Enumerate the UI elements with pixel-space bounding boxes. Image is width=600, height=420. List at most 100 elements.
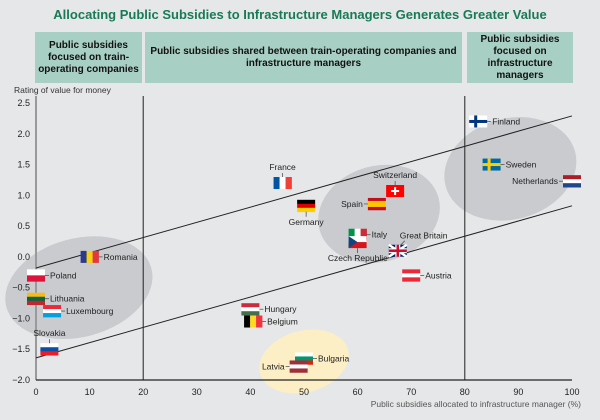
flag-stripe bbox=[40, 343, 59, 348]
flag-switzerland bbox=[386, 185, 405, 198]
y-axis-label: Rating of value for money bbox=[14, 85, 112, 95]
point-label: Switzerland bbox=[373, 170, 417, 180]
flag-stripe bbox=[43, 309, 62, 314]
flag-stripe bbox=[563, 175, 581, 180]
x-axis-label: Public subsidies allocated to infrastruc… bbox=[371, 399, 581, 409]
flag-stripe bbox=[295, 352, 313, 357]
y-tick-label: −1.5 bbox=[12, 344, 30, 354]
flag-stripe bbox=[367, 197, 386, 202]
flag-france bbox=[273, 177, 292, 190]
header-infrastructure: Public subsidies focused on infrastructu… bbox=[467, 32, 573, 83]
point-label: Latvia bbox=[262, 361, 285, 371]
point-label: Bulgaria bbox=[318, 353, 349, 363]
flag-stripe bbox=[348, 242, 367, 249]
flag-finland bbox=[469, 115, 488, 128]
point-label: Netherlands bbox=[512, 176, 558, 186]
flag-luxembourg bbox=[43, 305, 62, 318]
flag-romania bbox=[80, 250, 99, 263]
point-label: Sweden bbox=[506, 160, 537, 170]
y-tick-label: −0.5 bbox=[12, 283, 30, 293]
flag-stripe bbox=[295, 356, 313, 361]
x-tick-label: 20 bbox=[138, 387, 148, 397]
flag-stripe bbox=[563, 183, 581, 188]
flag-triangle bbox=[348, 236, 358, 249]
flag-lithuania bbox=[27, 292, 45, 306]
flag-stripe bbox=[402, 269, 421, 274]
label-leader bbox=[400, 240, 406, 245]
point-label: Poland bbox=[50, 270, 77, 280]
flag-czech-republic bbox=[348, 236, 367, 249]
y-tick-label: −2.0 bbox=[12, 375, 30, 385]
flag-stripe bbox=[402, 277, 421, 282]
x-tick-label: 0 bbox=[33, 387, 38, 397]
point-label: Great Britain bbox=[400, 231, 448, 241]
x-tick-label: 70 bbox=[406, 387, 416, 397]
point-label: Romania bbox=[104, 252, 138, 262]
x-tick-label: 90 bbox=[513, 387, 523, 397]
flag-stripe bbox=[80, 250, 87, 263]
flag-stripe bbox=[297, 203, 316, 209]
flag-stripe bbox=[86, 250, 93, 263]
flag-slovakia bbox=[40, 343, 59, 356]
flag-germany bbox=[297, 199, 316, 213]
y-tick-label: 0.5 bbox=[17, 221, 30, 231]
cluster-ellipse bbox=[5, 236, 153, 340]
flag-stripe bbox=[367, 200, 386, 205]
band-line bbox=[35, 205, 573, 359]
x-tick-label: 30 bbox=[192, 387, 202, 397]
point-label: Czech Republic bbox=[328, 253, 388, 263]
flag-stripe bbox=[241, 303, 260, 308]
flag-netherlands bbox=[563, 175, 581, 188]
flag-stripe bbox=[279, 177, 286, 190]
flag-stripe bbox=[367, 206, 386, 211]
flag-spain bbox=[367, 197, 386, 211]
header-operators: Public subsidies focused on train-operat… bbox=[35, 32, 142, 83]
y-tick-label: 0.0 bbox=[17, 252, 30, 262]
point-label: Belgium bbox=[267, 317, 298, 327]
flag-stripe bbox=[297, 199, 316, 205]
flag-sweden bbox=[482, 158, 501, 171]
y-tick-label: 2.5 bbox=[17, 98, 30, 108]
flag-stripe bbox=[27, 269, 45, 276]
point-label: Slovakia bbox=[33, 328, 65, 338]
chart-title: Allocating Public Subsidies to Infrastru… bbox=[53, 7, 547, 22]
flag-stripe bbox=[27, 275, 45, 282]
x-tick-label: 40 bbox=[245, 387, 255, 397]
y-tick-label: −1.0 bbox=[12, 313, 30, 323]
flag-stripe bbox=[27, 300, 45, 306]
flag-stripe bbox=[297, 207, 316, 213]
flag-stripe bbox=[354, 228, 361, 241]
flag-cross bbox=[482, 163, 501, 167]
flag-hungary bbox=[241, 303, 260, 316]
flag-stripe bbox=[289, 364, 308, 369]
flag-italy bbox=[348, 228, 367, 241]
x-tick-label: 60 bbox=[353, 387, 363, 397]
flag-great-britain bbox=[388, 243, 408, 258]
flag-latvia bbox=[289, 360, 308, 373]
x-tick-label: 10 bbox=[85, 387, 95, 397]
flag-stripe bbox=[40, 347, 59, 352]
flag-stripe bbox=[40, 351, 59, 356]
point-label: Austria bbox=[425, 270, 452, 280]
point-label: Hungary bbox=[264, 304, 297, 314]
flag-stripe bbox=[402, 273, 421, 278]
flag-stripe bbox=[563, 179, 581, 184]
flag-stripe bbox=[43, 305, 62, 310]
flag-stripe bbox=[273, 177, 280, 190]
flag-stripe bbox=[289, 368, 308, 373]
y-tick-label: 2.0 bbox=[17, 129, 30, 139]
header-shared: Public subsidies shared between train-op… bbox=[145, 32, 462, 83]
flag-stripe bbox=[241, 311, 260, 316]
flag-stripe bbox=[250, 315, 257, 328]
point-label: Italy bbox=[372, 230, 388, 240]
y-tick-label: 1.5 bbox=[17, 160, 30, 170]
flag-stripe bbox=[92, 250, 99, 263]
flag-poland bbox=[27, 269, 45, 282]
point-label: France bbox=[269, 162, 296, 172]
x-tick-label: 100 bbox=[564, 387, 579, 397]
x-tick-label: 80 bbox=[460, 387, 470, 397]
flag-stripe bbox=[348, 228, 355, 241]
point-label: Germany bbox=[289, 217, 325, 227]
